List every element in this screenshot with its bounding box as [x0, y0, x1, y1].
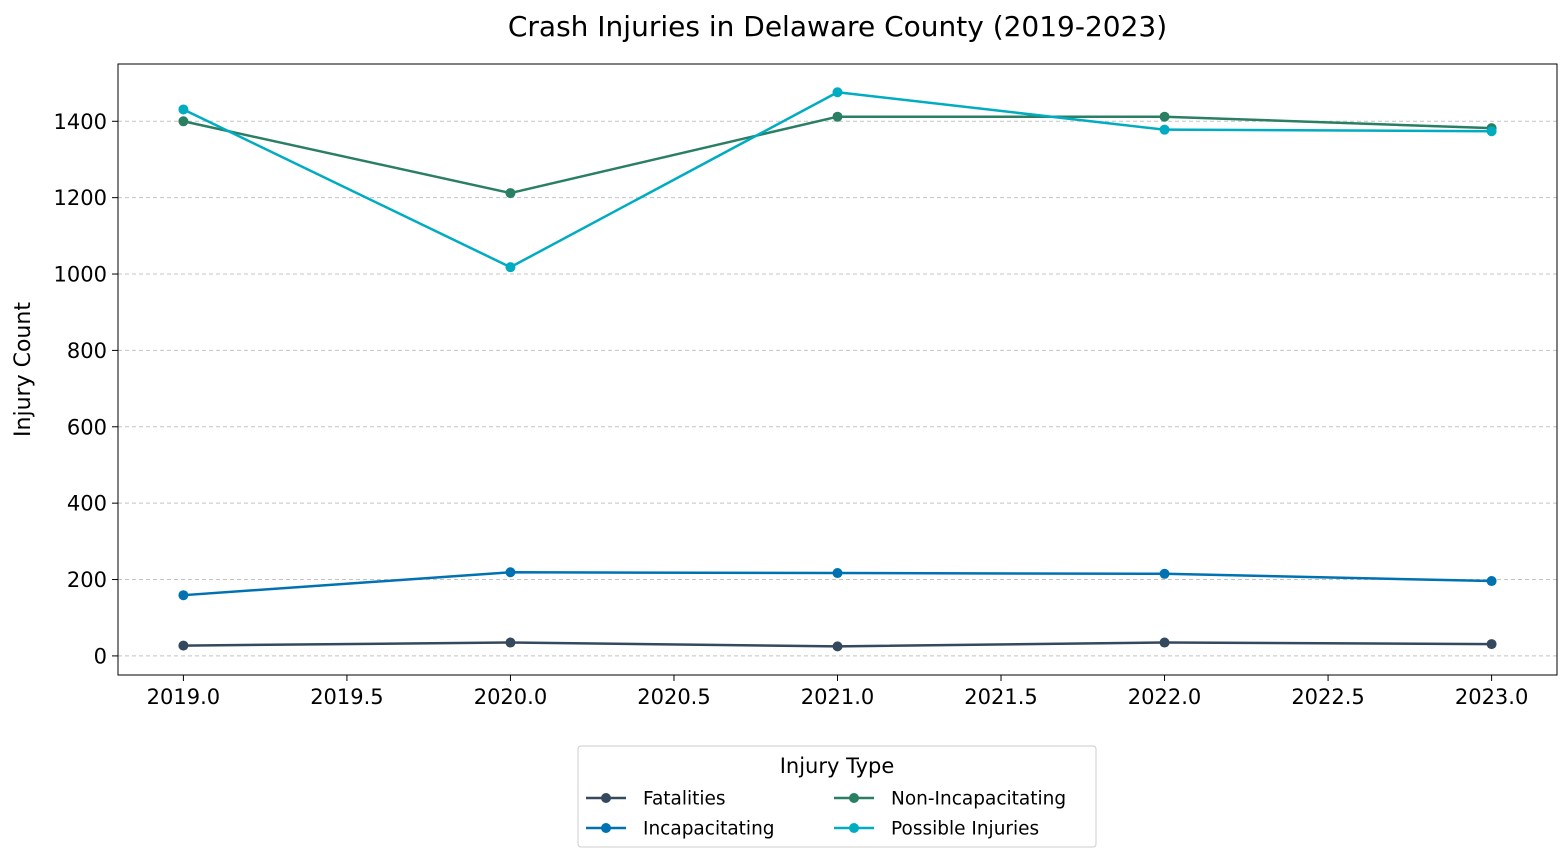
data-point-possible-injuries	[1159, 124, 1170, 135]
legend-swatch-marker	[849, 793, 859, 803]
legend: Injury Type Fatalities Incapacitating Non-…	[577, 745, 1097, 848]
x-tick-label: 2019.5	[310, 685, 383, 709]
data-point-non-incapacitating	[1159, 111, 1170, 122]
legend-swatch-marker	[601, 793, 611, 803]
data-point-incapacitating	[178, 590, 189, 601]
data-point-fatalities	[1159, 637, 1170, 648]
y-tick-label: 1200	[54, 186, 107, 210]
series-lines	[178, 87, 1497, 652]
x-tick-label: 2019.0	[147, 685, 220, 709]
legend-swatch-marker	[849, 823, 859, 833]
y-tick-label: 200	[67, 568, 107, 592]
data-point-incapacitating	[1159, 568, 1170, 579]
data-point-fatalities	[505, 637, 516, 648]
plot-area-frame	[117, 63, 1558, 676]
y-tick-label: 1400	[54, 110, 107, 134]
x-tick-label: 2020.5	[637, 685, 710, 709]
series-line-non-incapacitating	[182, 115, 1493, 195]
legend-label: Incapacitating	[643, 819, 775, 840]
data-point-possible-injuries	[178, 104, 189, 115]
x-tick-label: 2020.0	[474, 685, 547, 709]
chart-title: Crash Injuries in Delaware County (2019-…	[508, 10, 1167, 43]
data-point-incapacitating	[832, 568, 843, 579]
data-point-non-incapacitating	[505, 188, 516, 199]
data-point-incapacitating	[1486, 576, 1497, 587]
series-fatalities	[178, 637, 1497, 652]
legend-box	[577, 745, 1097, 848]
legend-entry-fatalities: Fatalities	[586, 789, 726, 810]
data-point-non-incapacitating	[178, 116, 189, 127]
y-tick-label: 800	[67, 339, 107, 363]
legend-entries: Fatalities Incapacitating Non-Incapacitati…	[586, 789, 1066, 840]
y-axis-label: Injury Count	[11, 302, 36, 437]
data-point-possible-injuries	[832, 87, 843, 98]
data-point-fatalities	[832, 641, 843, 652]
x-tick-label: 2022.0	[1128, 685, 1201, 709]
data-point-possible-injuries	[505, 262, 516, 273]
data-point-incapacitating	[505, 567, 516, 578]
legend-label: Fatalities	[643, 789, 726, 810]
data-point-possible-injuries	[1486, 126, 1497, 137]
data-point-non-incapacitating	[832, 111, 843, 122]
legend-entry-incapacitating: Incapacitating	[586, 819, 775, 840]
y-tick-label: 0	[94, 644, 107, 668]
series-possible-injuries	[178, 87, 1497, 273]
x-tick-label: 2021.0	[801, 685, 874, 709]
y-tick-label: 600	[67, 415, 107, 439]
legend-entry-possible-injuries: Possible Injuries	[834, 819, 1039, 840]
legend-label: Possible Injuries	[891, 819, 1039, 840]
y-tick-label: 400	[67, 492, 107, 516]
legend-swatch-marker	[601, 823, 611, 833]
series-incapacitating	[178, 567, 1497, 601]
y-tick-label: 1000	[54, 263, 107, 287]
x-tick-label: 2022.5	[1291, 685, 1364, 709]
data-point-fatalities	[178, 640, 189, 651]
data-point-fatalities	[1486, 639, 1497, 650]
series-non-incapacitating	[178, 111, 1497, 199]
legend-label: Non-Incapacitating	[891, 789, 1066, 810]
x-tick-label: 2023.0	[1455, 685, 1528, 709]
axis-ticks: 0 200 400 600 800 1000 1200 1400 2019.0 2019.5 202…	[54, 110, 1529, 709]
legend-title: Injury Type	[780, 754, 895, 778]
x-tick-label: 2021.5	[964, 685, 1037, 709]
legend-entry-non-incapacitating: Non-Incapacitating	[834, 789, 1066, 810]
